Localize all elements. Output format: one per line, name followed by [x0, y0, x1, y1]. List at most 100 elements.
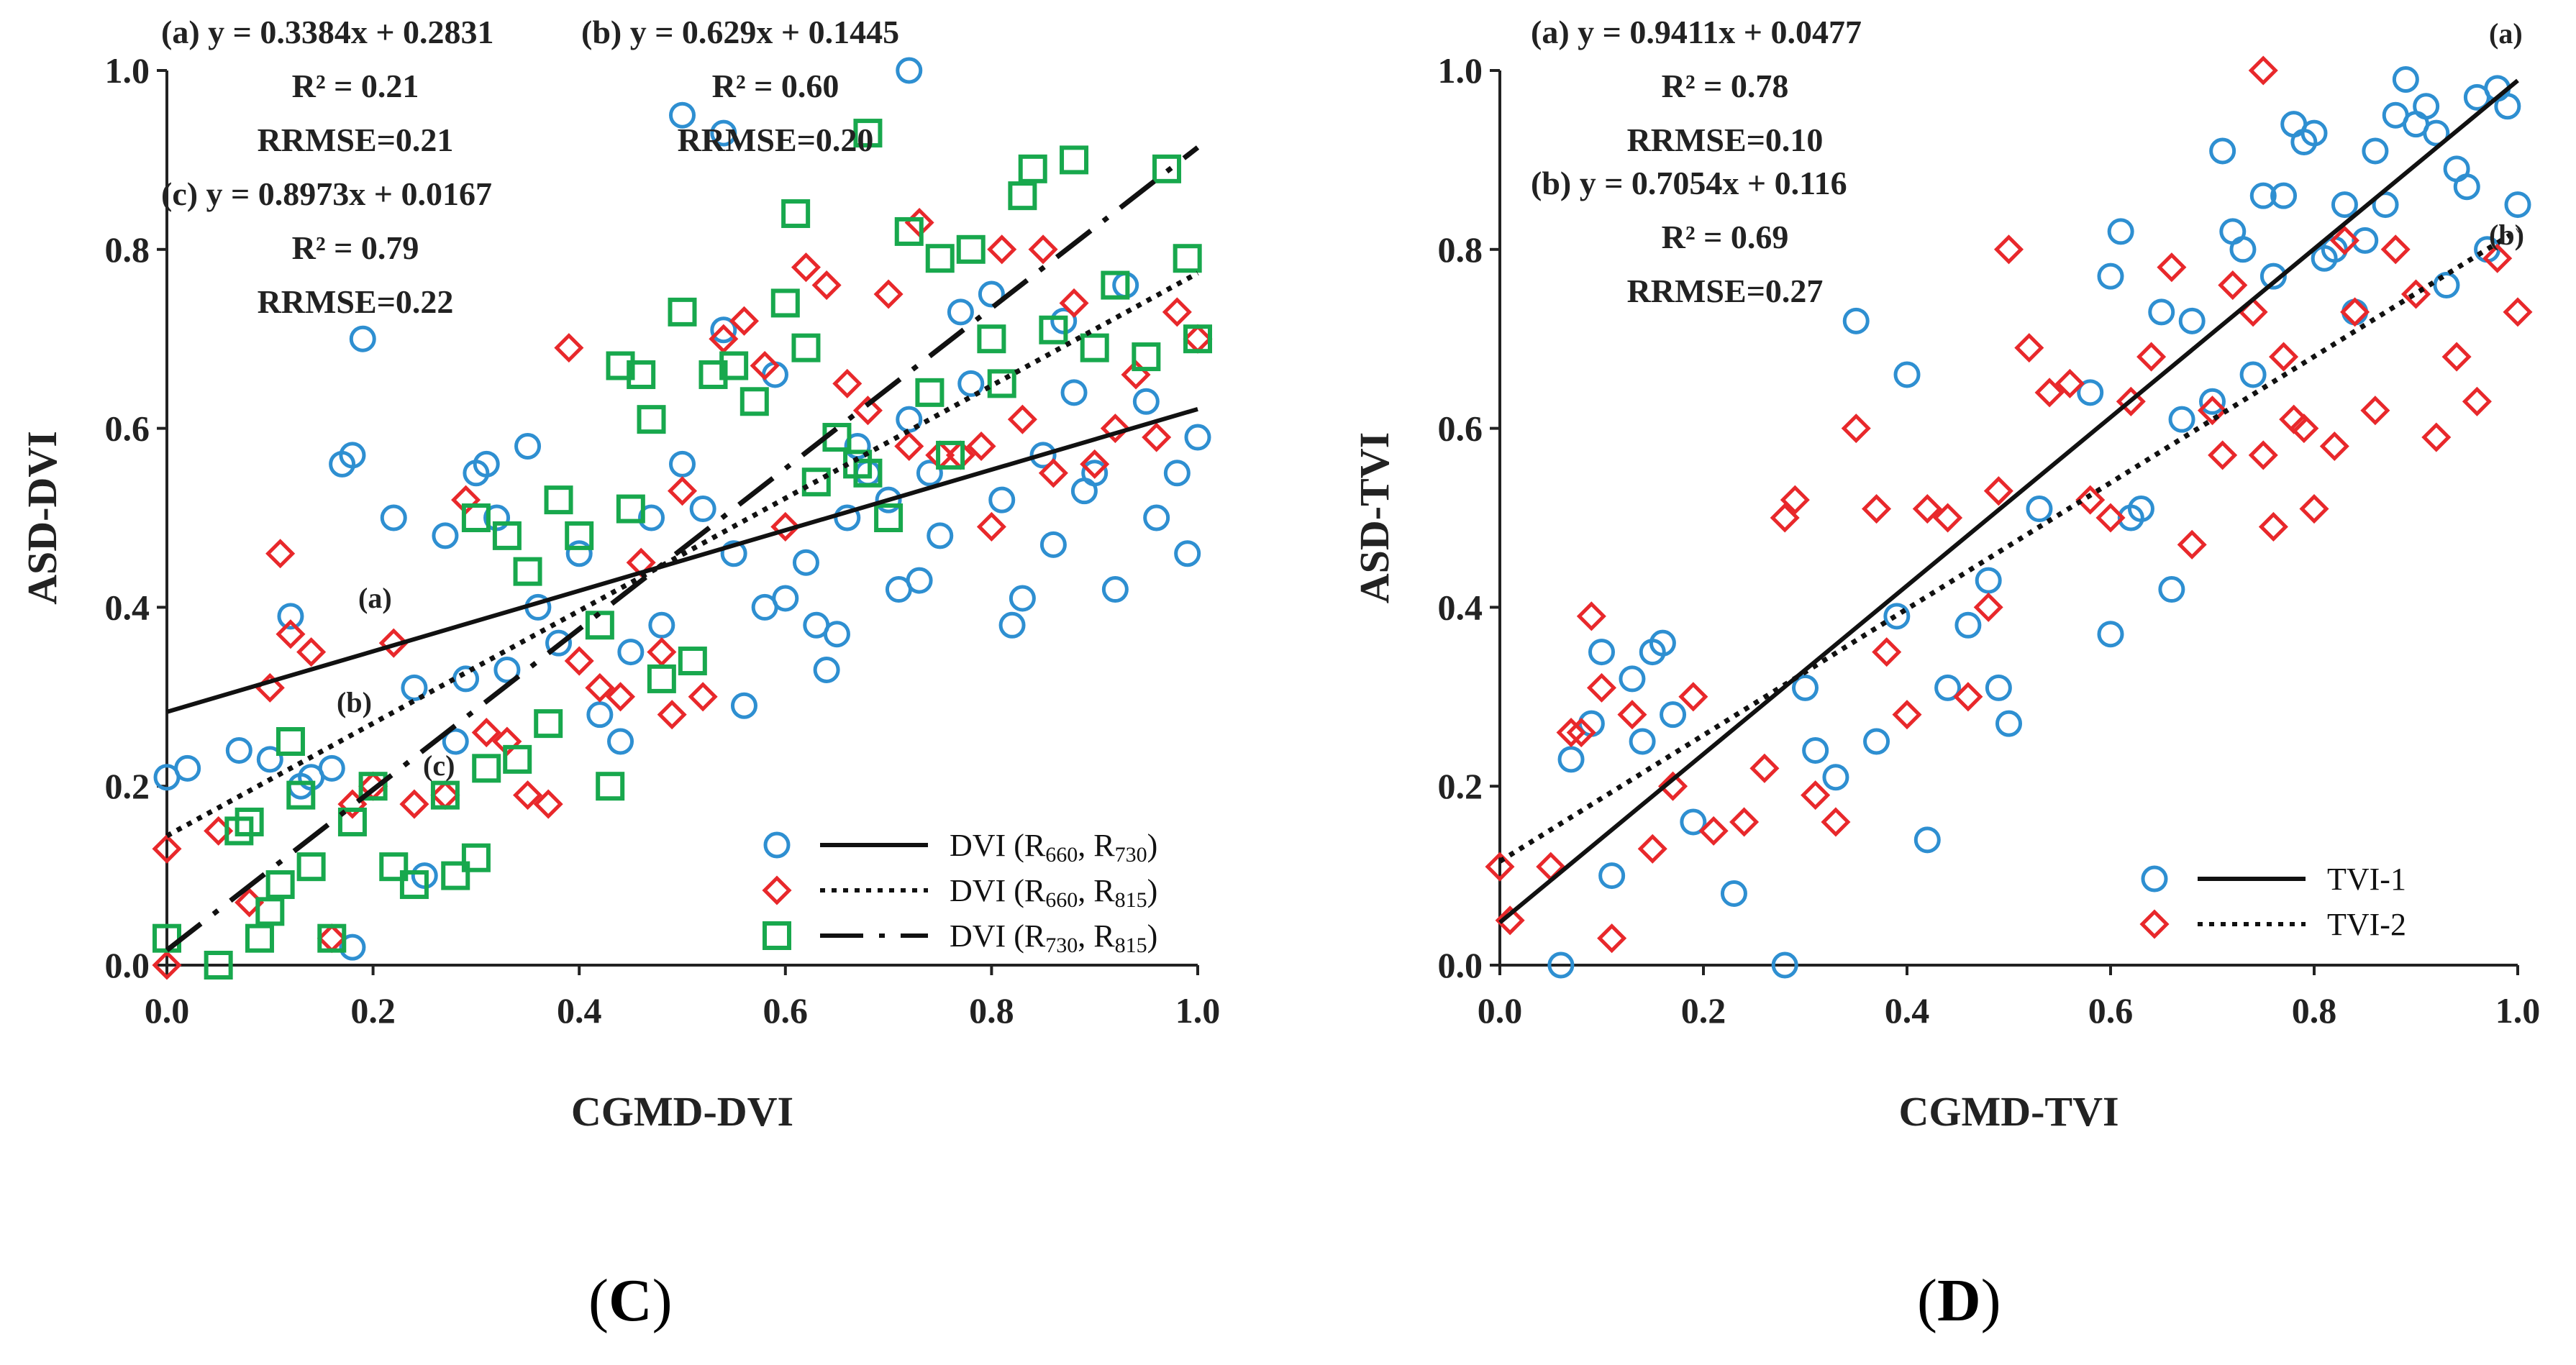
data-point: [544, 485, 573, 515]
data-point: [2300, 119, 2328, 147]
data-point: [2014, 333, 2044, 363]
data-point: [906, 567, 933, 594]
equation-block-1: (a) y = 0.3384x + 0.2831 R² = 0.21 RRMSE=0…: [161, 14, 494, 158]
chart-panel-d: 0.0 0.2 0.4 0.6 0.8 1.0 0.0 0.2 0.4 0.6 0.8 1.0 CGMD…: [1351, 14, 2540, 1135]
data-point: [772, 585, 799, 612]
y-axis-title: ASD-DVI: [19, 431, 65, 605]
rrmse-text: RRMSE=0.22: [258, 283, 454, 320]
data-point: [441, 861, 470, 890]
line-label: (c): [423, 749, 455, 782]
data-point: [204, 951, 233, 980]
data-point: [894, 216, 924, 246]
x-tick-label: 0.4: [557, 990, 602, 1031]
data-point: [1586, 672, 1617, 703]
data-point: [452, 665, 480, 693]
data-point: [1995, 710, 2022, 737]
rrmse-text: RRMSE=0.27: [1627, 273, 1824, 309]
data-point: [1933, 503, 1963, 533]
data-point: [1770, 503, 1800, 533]
data-point: [813, 656, 840, 683]
x-axis-title: CGMD-DVI: [571, 1088, 793, 1135]
data-point: [2352, 227, 2379, 254]
data-point: [1802, 736, 1829, 764]
data-point: [1039, 315, 1068, 344]
data-point: [710, 316, 737, 344]
data-point: [471, 718, 501, 748]
series-3: [153, 119, 1212, 980]
data-point: [2482, 243, 2513, 273]
data-point: [637, 405, 666, 434]
data-point: [265, 870, 295, 900]
data-point: [1080, 449, 1110, 479]
equation-block-3: (c) y = 0.8973x + 0.0167 R² = 0.79 RRMSE=0…: [161, 175, 492, 320]
data-point: [750, 350, 780, 381]
data-point: [1801, 780, 1831, 811]
data-point: [1009, 585, 1036, 612]
line-label: (b): [2489, 219, 2524, 251]
data-point: [998, 611, 1026, 639]
data-point: [2441, 342, 2472, 372]
data-point: [461, 503, 491, 532]
legend-label: TVI-2: [2327, 907, 2406, 942]
data-point: [1162, 297, 1192, 327]
data-point: [720, 540, 747, 567]
equation-text: (b) y = 0.629x + 0.1445: [581, 14, 899, 50]
data-point: [2248, 440, 2278, 470]
data-point: [225, 736, 252, 764]
data-point: [1173, 244, 1202, 273]
data-point: [1822, 764, 1849, 791]
data-point: [2289, 414, 2319, 444]
data-point: [503, 744, 532, 774]
y-tick-label: 0.6: [1438, 408, 1483, 449]
data-point: [647, 637, 677, 667]
data-point: [1039, 531, 1067, 558]
data-point: [1649, 629, 1676, 657]
data-point: [2054, 368, 2085, 398]
regression-line-1: [166, 406, 1198, 714]
data-point: [430, 780, 460, 811]
regression-line-3: [165, 145, 1200, 952]
equation-text: (b) y = 0.7054x + 0.116: [1531, 165, 1847, 201]
y-axis-title: ASD-TVI: [1351, 432, 1398, 604]
data-point: [792, 549, 819, 576]
data-point: [987, 369, 1016, 398]
data-point: [256, 746, 283, 773]
equation-text: (a) y = 0.9411x + 0.0477: [1531, 14, 1862, 50]
data-point: [2095, 503, 2126, 533]
data-point: [2340, 297, 2370, 327]
data-point: [1028, 234, 1058, 265]
legend-label: TVI-1: [2327, 862, 2406, 897]
data-point: [875, 486, 902, 513]
data-point: [1617, 700, 1647, 730]
data-point: [977, 324, 1006, 354]
data-point: [380, 504, 407, 531]
data-point: [1038, 458, 1068, 488]
legend-marker: [2141, 865, 2168, 892]
data-point: [1101, 576, 1129, 603]
data-point: [493, 656, 521, 683]
data-point: [2421, 422, 2452, 452]
data-point: [648, 611, 675, 639]
data-point: [1913, 826, 1941, 854]
series-1: [1547, 65, 2531, 979]
data-point: [235, 807, 264, 836]
data-point: [565, 521, 594, 550]
data-point: [2127, 496, 2154, 523]
data-point: [513, 780, 543, 811]
data-point: [2034, 378, 2065, 408]
data-point: [957, 370, 985, 397]
data-point: [2259, 262, 2287, 290]
data-point: [2258, 511, 2288, 542]
data-point: [2097, 262, 2124, 290]
data-point: [2372, 191, 2399, 219]
r-squared-text: R² = 0.69: [1662, 219, 1789, 255]
data-point: [513, 557, 542, 586]
data-point: [1771, 951, 1798, 979]
data-point: [2229, 236, 2257, 263]
legend-item: DVI (R660, R730): [763, 828, 1157, 867]
data-point: [1660, 701, 1687, 729]
data-point: [2136, 342, 2167, 372]
data-point: [978, 280, 1005, 308]
data-point: [1142, 422, 1172, 452]
data-point: [442, 728, 469, 755]
